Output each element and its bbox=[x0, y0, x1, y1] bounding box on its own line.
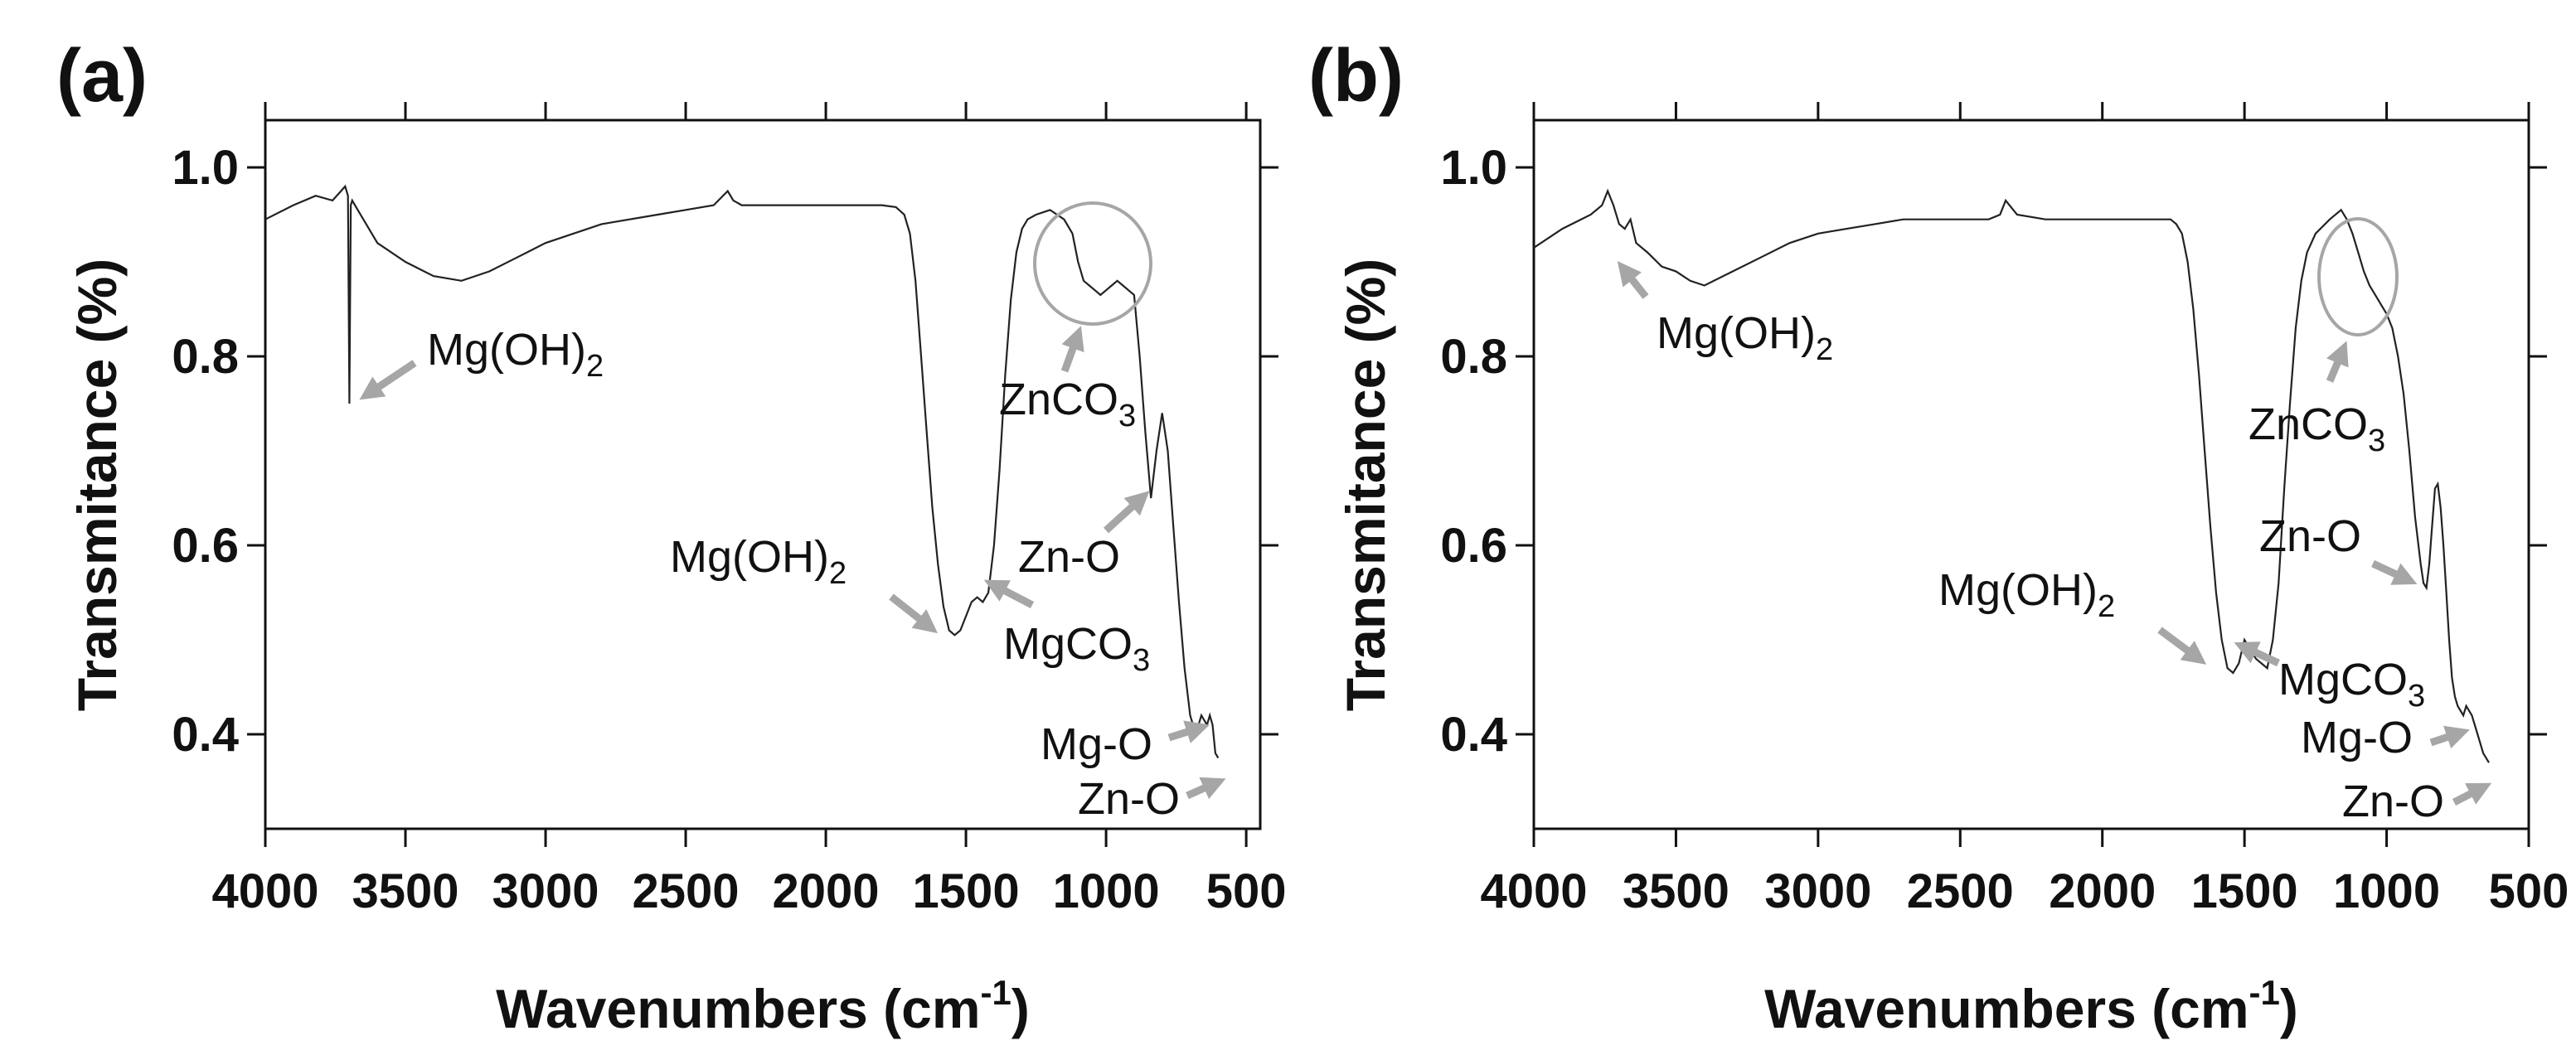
y-tick-label: 1.0 bbox=[172, 141, 239, 195]
znco3-highlight-circle bbox=[2317, 217, 2399, 336]
y-axis-title-a: Transmitance (%) bbox=[66, 259, 128, 712]
annotation-znco3-b: ZnCO3 bbox=[2249, 399, 2385, 458]
panel-label-b: (b) bbox=[1308, 35, 1404, 118]
y-tick-label: 1.0 bbox=[1440, 141, 1507, 195]
annotation-mgo-b: Mg-O bbox=[2301, 713, 2413, 762]
x-tick-label: 2000 bbox=[2049, 864, 2156, 918]
y-tick-labels-b: 0.4 0.6 0.8 1.0 bbox=[1440, 141, 1507, 762]
x-tick-label: 2500 bbox=[1907, 864, 2014, 918]
ticks-b bbox=[1516, 102, 2547, 847]
annotation-zno2-a: Zn-O bbox=[1078, 774, 1180, 824]
annotation-mgoh2-a: Mg(OH)2 bbox=[427, 325, 604, 384]
annotation-mgco3-b: MgCO3 bbox=[2278, 655, 2425, 714]
ticks-a bbox=[247, 102, 1278, 847]
annotation-znco3-a: ZnCO3 bbox=[999, 375, 1136, 433]
annotation-arrow bbox=[983, 579, 1035, 608]
annotation-mgoh2b-a: Mg(OH)2 bbox=[670, 532, 847, 591]
y-tick-label: 0.4 bbox=[1440, 708, 1507, 762]
annotation-arrow bbox=[2429, 725, 2470, 749]
x-tick-label: 4000 bbox=[1480, 864, 1587, 918]
x-tick-label: 3000 bbox=[1764, 864, 1871, 918]
annotation-arrow bbox=[2234, 641, 2280, 667]
y-tick-label: 0.8 bbox=[1440, 330, 1507, 384]
x-tick-label: 1500 bbox=[2191, 864, 2298, 918]
x-tick-label: 1000 bbox=[2333, 864, 2440, 918]
annotation-arrow bbox=[2157, 627, 2207, 665]
annotation-mgco3-a: MgCO3 bbox=[1003, 619, 1150, 678]
chart-panel-b: (b) 4000 3500 3000 2500 2000 1500 1000 500 0.40… bbox=[1308, 35, 2569, 1039]
annotation-arrow bbox=[1167, 720, 1210, 743]
plot-frame-a bbox=[264, 119, 1262, 830]
x-tick-labels-a: 4000 3500 3000 2500 2000 1500 1000 500 bbox=[211, 864, 1286, 918]
annotation-mgoh2-b: Mg(OH)2 bbox=[1657, 308, 1833, 367]
y-axis-title-b: Transmitance (%) bbox=[1335, 259, 1396, 712]
x-tick-label: 3500 bbox=[352, 864, 458, 918]
x-tick-label: 3000 bbox=[492, 864, 599, 918]
annotation-arrow bbox=[1617, 260, 1649, 299]
x-tick-label: 2000 bbox=[773, 864, 880, 918]
spectrum-line-a bbox=[264, 184, 1220, 759]
y-tick-label: 0.6 bbox=[172, 519, 239, 573]
annotation-mgoh2b-b: Mg(OH)2 bbox=[1938, 565, 2115, 624]
x-tick-label: 3500 bbox=[1623, 864, 1729, 918]
annotation-arrow bbox=[2371, 559, 2418, 585]
annotation-zno-a: Zn-O bbox=[1018, 532, 1120, 582]
annotation-arrow bbox=[2452, 782, 2492, 806]
annotation-zno2-b: Zn-O bbox=[2342, 777, 2444, 826]
annotation-arrow bbox=[359, 360, 417, 400]
x-tick-label: 1000 bbox=[1053, 864, 1160, 918]
x-axis-title-b: Wavenumbers (cm-1) bbox=[1764, 973, 2298, 1039]
annotation-mgo-a: Mg-O bbox=[1041, 719, 1152, 769]
annotation-arrow bbox=[889, 593, 939, 634]
chart-panel-a: (a) 4000 3500 3000 2500 2000 1500 1000 500 0.40… bbox=[56, 35, 1286, 1039]
annotation-arrow bbox=[1103, 491, 1150, 534]
x-tick-label: 2500 bbox=[633, 864, 740, 918]
x-axis-title-a: Wavenumbers (cm-1) bbox=[496, 973, 1030, 1039]
y-tick-labels-a: 0.4 0.6 0.8 1.0 bbox=[172, 141, 239, 762]
annotation-arrow bbox=[1186, 777, 1226, 800]
znco3-highlight-circle bbox=[1033, 201, 1152, 326]
plot-frame-b bbox=[1532, 119, 2530, 830]
x-tick-label: 4000 bbox=[211, 864, 318, 918]
y-tick-label: 0.4 bbox=[172, 708, 239, 762]
annotation-arrow bbox=[1060, 326, 1084, 373]
y-tick-label: 0.6 bbox=[1440, 519, 1507, 573]
x-tick-label: 500 bbox=[1206, 864, 1287, 918]
annotation-arrow bbox=[2326, 341, 2349, 383]
x-tick-label: 1500 bbox=[913, 864, 1020, 918]
x-tick-label: 500 bbox=[2489, 864, 2569, 918]
panel-label-a: (a) bbox=[56, 35, 148, 118]
annotation-zno-b: Zn-O bbox=[2259, 511, 2361, 561]
x-tick-labels-b: 4000 3500 3000 2500 2000 1500 1000 500 bbox=[1480, 864, 2569, 918]
y-tick-label: 0.8 bbox=[172, 330, 239, 384]
